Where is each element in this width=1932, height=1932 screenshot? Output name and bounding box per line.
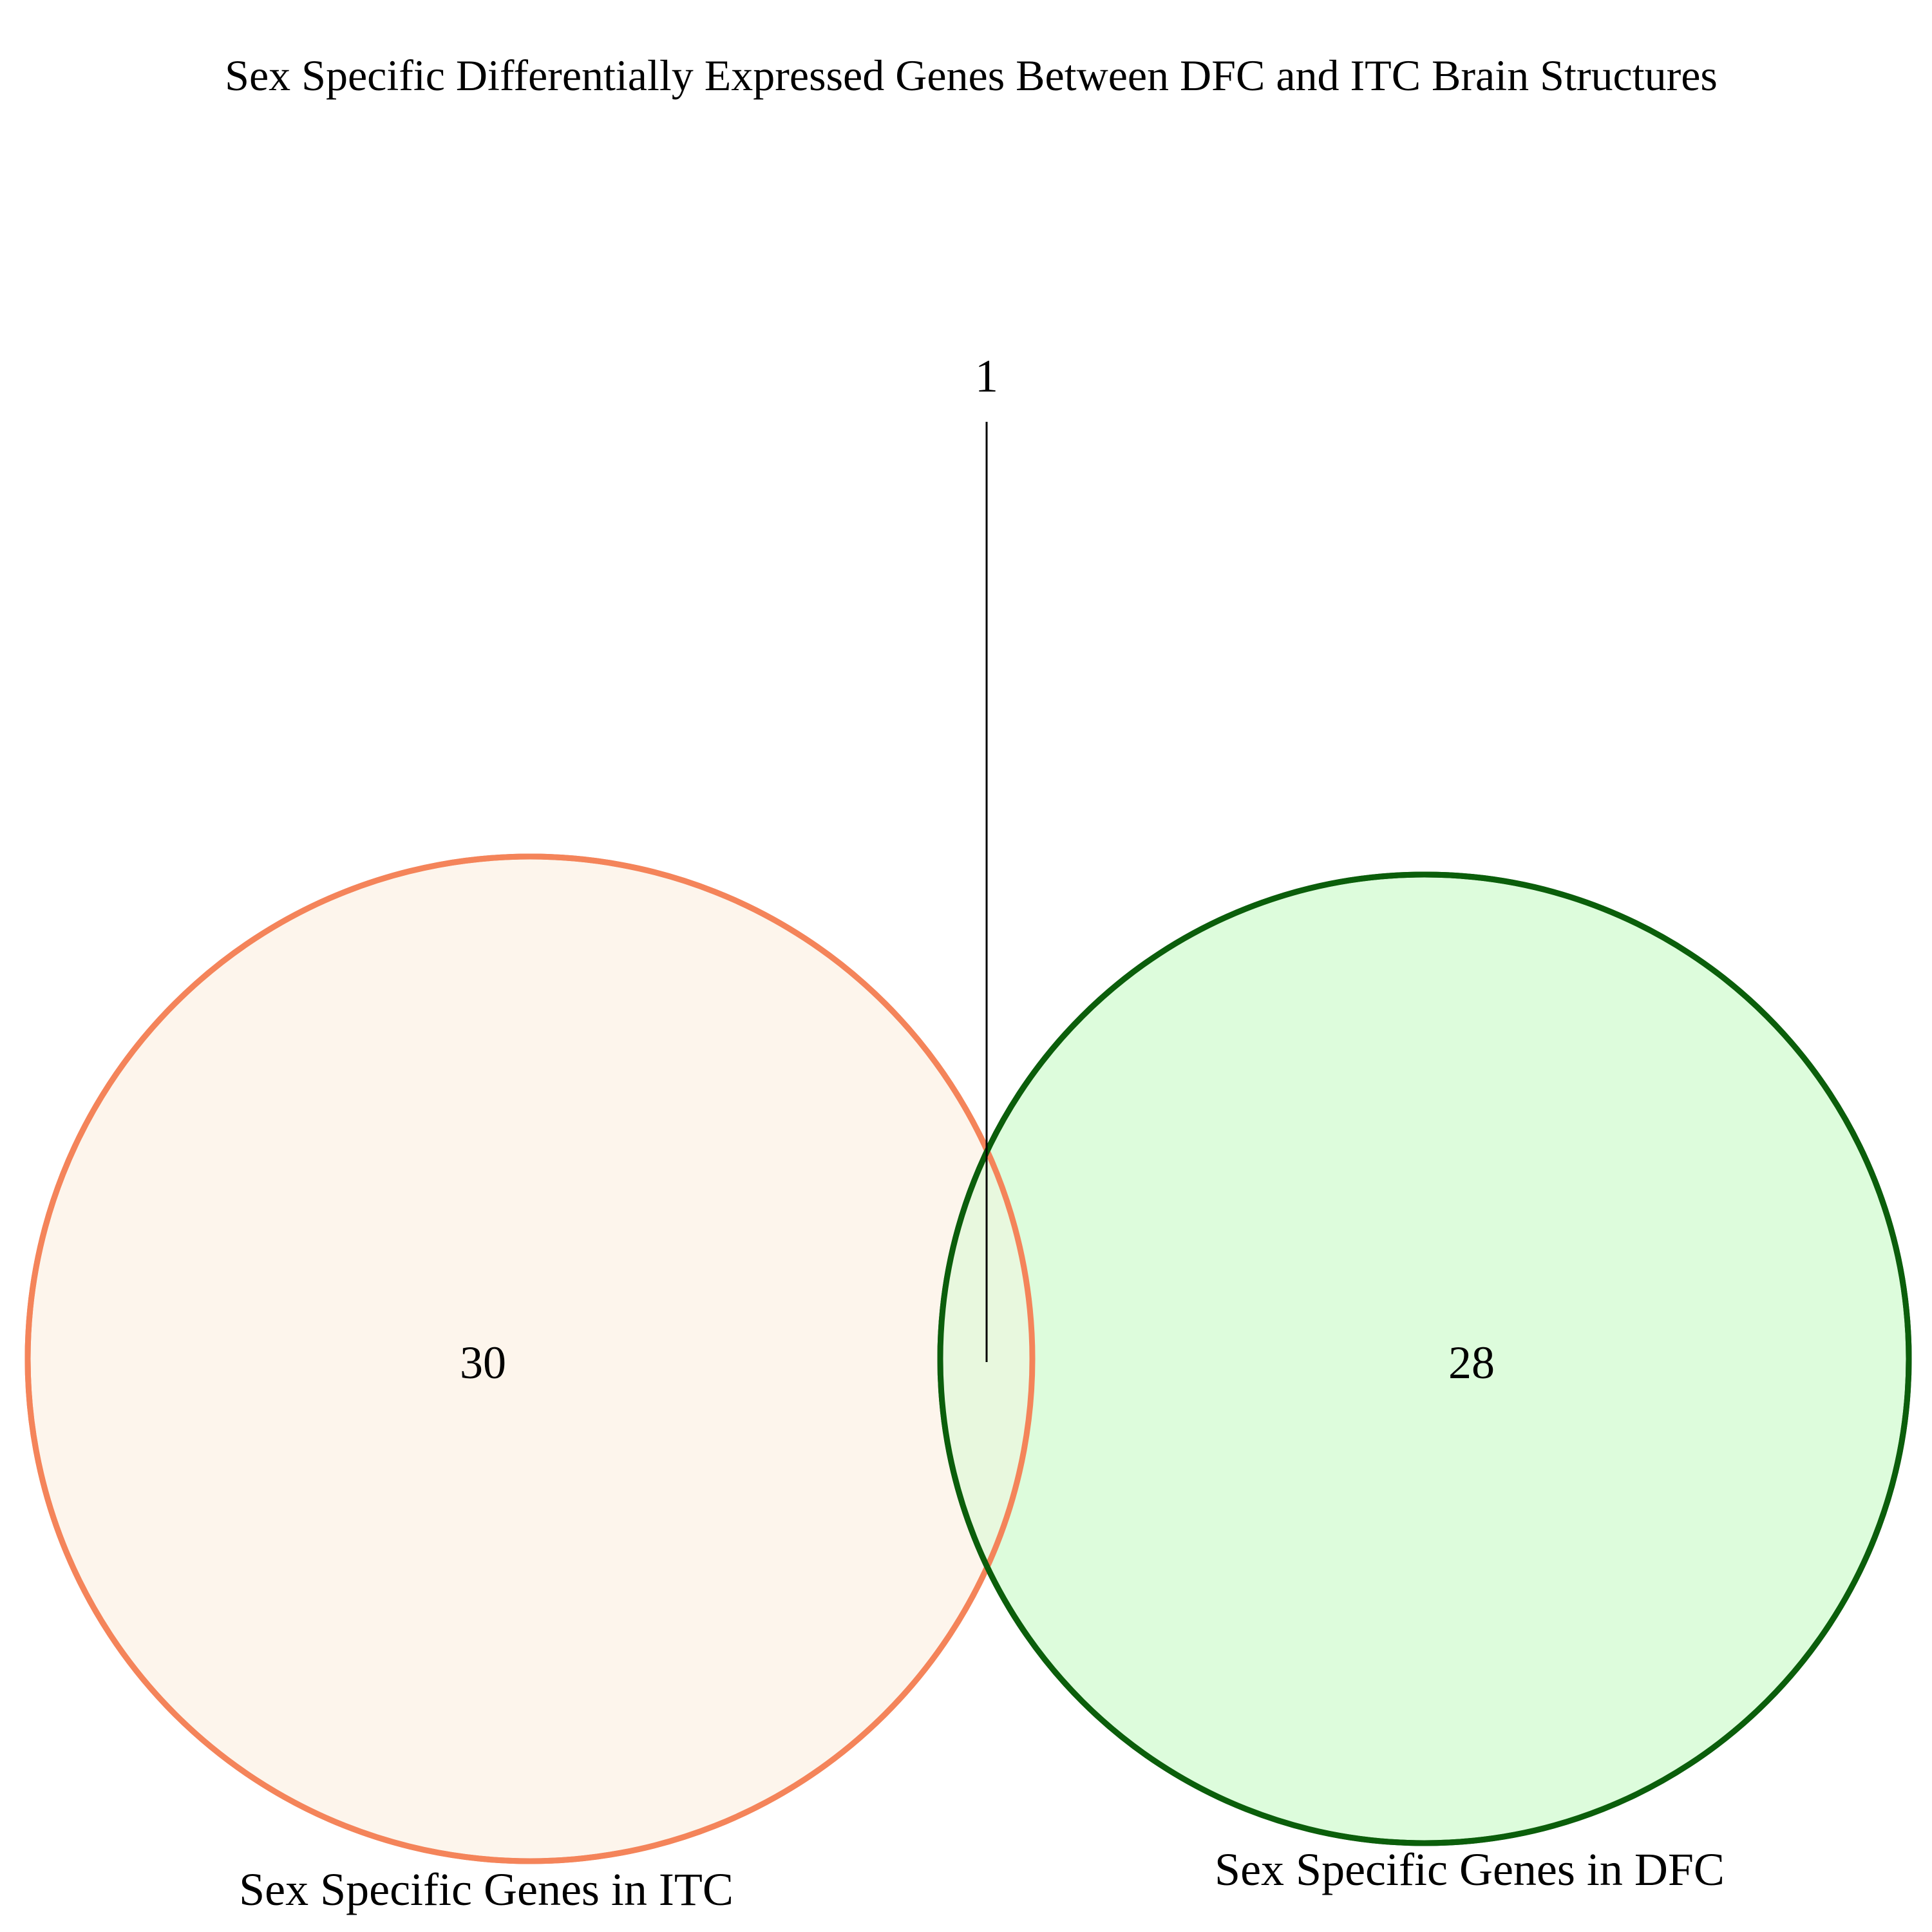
dfc-set-circle <box>937 871 1912 1846</box>
dfc-set-label: Sex Specific Genes in DFC <box>1215 1844 1725 1895</box>
itc-set-circle <box>24 853 1036 1864</box>
overlap-count: 1 <box>975 350 998 402</box>
diagram-title: Sex Specific Differentially Expressed Ge… <box>225 51 1718 100</box>
itc-set-outline <box>24 853 1036 1864</box>
dfc-only-count: 28 <box>1448 1337 1495 1388</box>
itc-set-label: Sex Specific Genes in ITC <box>239 1864 734 1915</box>
dfc-set-outline <box>937 871 1912 1846</box>
itc-only-count: 30 <box>460 1337 506 1388</box>
